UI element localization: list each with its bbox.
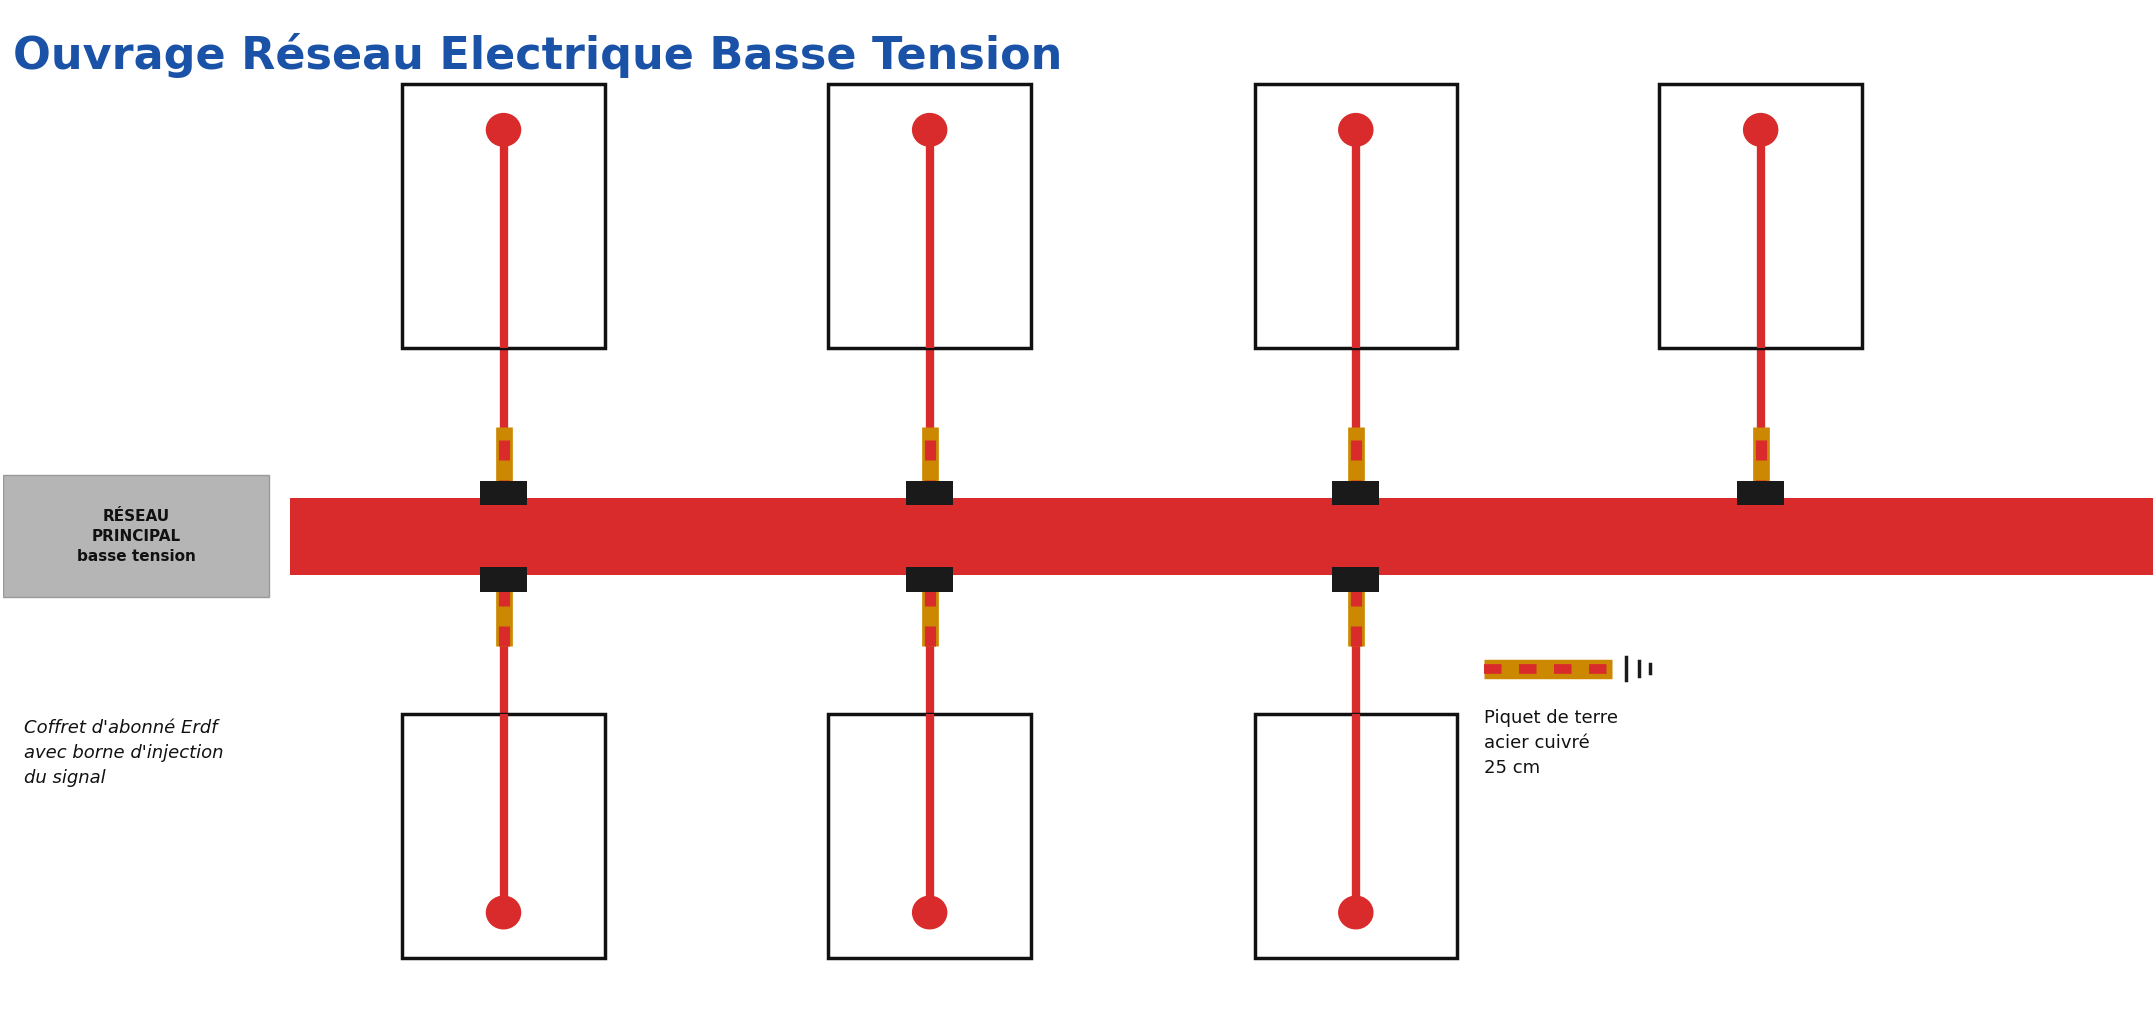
Ellipse shape [913,896,947,929]
Ellipse shape [1339,896,1374,929]
Text: RÉSEAU
PRINCIPAL
basse tension: RÉSEAU PRINCIPAL basse tension [78,509,196,564]
Bar [480,567,527,586]
Ellipse shape [913,113,947,146]
Bar [403,714,605,959]
Text: Coffret d'abonné Erdf
avec borne d'injection
du signal: Coffret d'abonné Erdf avec borne d'injec… [24,719,224,787]
Bar [1660,84,1862,349]
Bar [1333,487,1380,506]
Bar [906,567,954,586]
Bar [829,714,1031,959]
Ellipse shape [487,896,521,929]
Bar [1255,84,1458,349]
Bar [480,487,527,506]
Bar [1333,567,1380,586]
Bar [906,573,954,592]
Bar [1255,714,1458,959]
Bar [1737,487,1785,506]
Bar [1333,481,1380,500]
Bar [906,487,954,506]
Bar [291,499,2153,574]
Bar [2,475,269,598]
Bar [480,573,527,592]
Text: Ouvrage Réseau Electrique Basse Tension: Ouvrage Réseau Electrique Basse Tension [13,34,1064,79]
Bar [829,84,1031,349]
Bar [403,84,605,349]
Bar [480,481,527,500]
Bar [1737,481,1785,500]
Bar [1333,573,1380,592]
Text: Piquet de terre
acier cuivré
25 cm: Piquet de terre acier cuivré 25 cm [1483,709,1617,777]
Bar [906,481,954,500]
Ellipse shape [487,113,521,146]
Ellipse shape [1744,113,1778,146]
Ellipse shape [1339,113,1374,146]
